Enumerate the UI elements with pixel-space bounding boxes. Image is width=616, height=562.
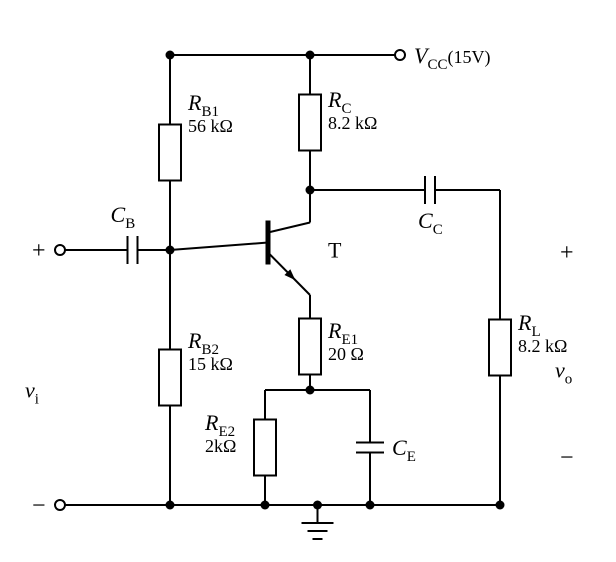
svg-text:CC: CC — [418, 208, 443, 238]
svg-text:VCC(15V): VCC(15V) — [414, 43, 490, 73]
svg-text:20 Ω: 20 Ω — [328, 344, 364, 364]
svg-text:CB: CB — [111, 202, 136, 232]
svg-text:56 kΩ: 56 kΩ — [188, 116, 233, 136]
svg-text:vo: vo — [555, 358, 572, 388]
svg-text:+: + — [32, 238, 46, 264]
svg-text:−: − — [560, 445, 574, 471]
svg-text:−: − — [32, 493, 46, 519]
svg-text:T: T — [328, 238, 342, 263]
svg-text:CE: CE — [392, 435, 416, 465]
svg-text:+: + — [560, 240, 574, 266]
svg-text:2kΩ: 2kΩ — [205, 436, 236, 456]
bjt-amplifier-schematic: VCC(15V)RB156 kΩRC8.2 kΩCCRL8.2 kΩTCB+RB… — [0, 0, 616, 562]
svg-text:8.2 kΩ: 8.2 kΩ — [328, 113, 377, 133]
svg-text:vi: vi — [25, 378, 39, 408]
svg-text:8.2 kΩ: 8.2 kΩ — [518, 336, 567, 356]
svg-text:15 kΩ: 15 kΩ — [188, 354, 233, 374]
